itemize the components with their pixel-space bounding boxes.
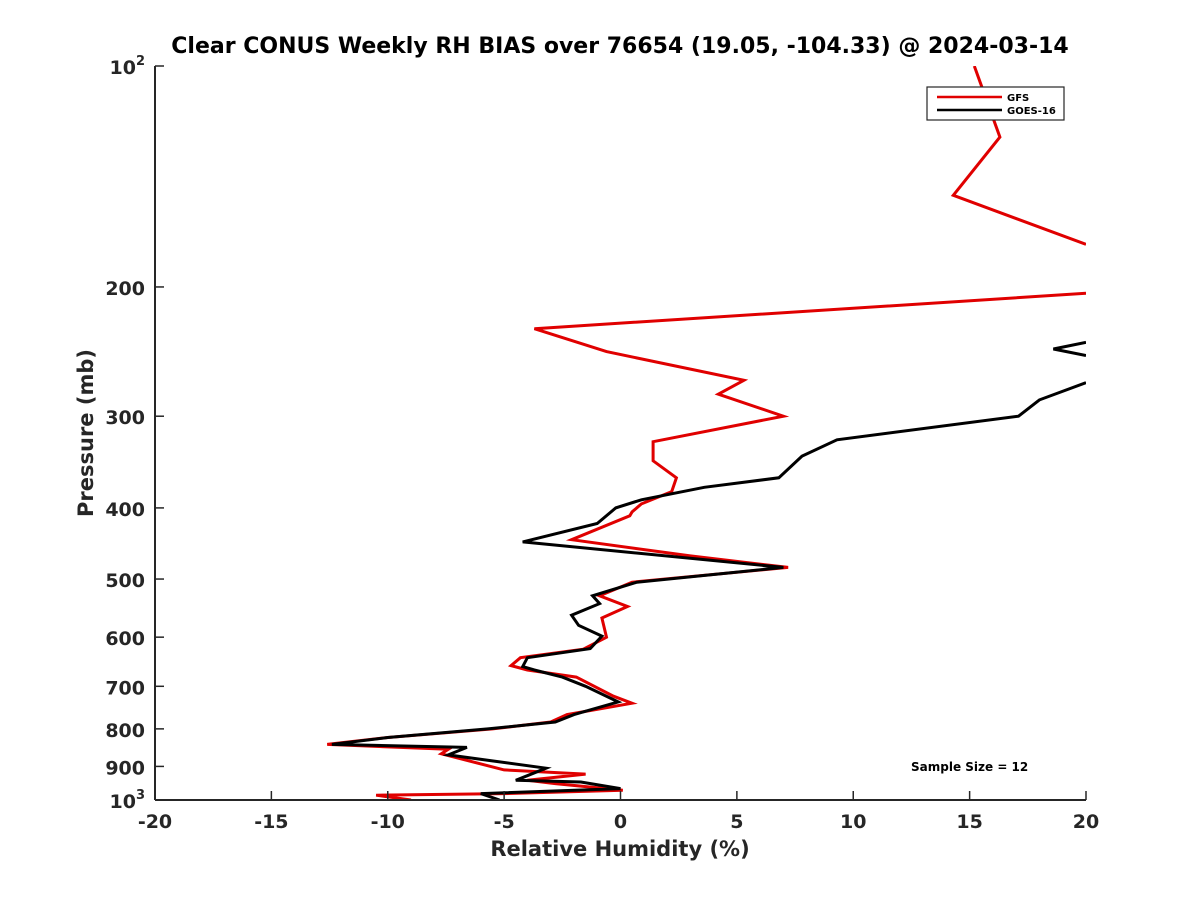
x-tick-label: 0 <box>614 811 627 833</box>
y-tick-label: 200 <box>105 278 145 300</box>
x-tick-label: 15 <box>956 811 982 833</box>
y-tick-label: 700 <box>105 677 145 699</box>
y-tick-label: 800 <box>105 720 145 742</box>
x-tick-label: -10 <box>371 811 405 833</box>
x-tick-label: -5 <box>494 811 515 833</box>
series-line-goes-16 <box>331 340 1086 800</box>
x-tick-label: -15 <box>254 811 288 833</box>
y-tick-label: 900 <box>105 757 145 779</box>
legend-goes16-label: GOES-16 <box>1007 106 1056 117</box>
y-tick-label: 102 <box>110 54 146 79</box>
x-tick-label: 5 <box>730 811 743 833</box>
y-tick-label: 400 <box>105 499 145 521</box>
legend: GFS GOES-16 <box>926 86 1065 121</box>
axes <box>154 66 1086 801</box>
series-layer <box>327 66 1086 800</box>
legend-box <box>926 86 1065 121</box>
legend-gfs-label: GFS <box>1007 93 1029 104</box>
y-tick-label: 103 <box>110 788 146 813</box>
chart-title: Clear CONUS Weekly RH BIAS over 76654 (1… <box>171 34 1068 59</box>
sample-size-annotation: Sample Size = 12 <box>911 760 1028 774</box>
x-axis-title: Relative Humidity (%) <box>490 837 749 861</box>
y-tick-label: 600 <box>105 628 145 650</box>
x-tick-label: 10 <box>840 811 866 833</box>
y-ticks: 102 200 300 400 500 600 700 800 900 103 <box>105 54 164 813</box>
y-axis-title: Pressure (mb) <box>74 349 98 517</box>
x-ticks: -20 -15 -10 -5 0 5 10 15 20 <box>138 791 1099 833</box>
y-tick-label: 300 <box>105 407 145 429</box>
x-tick-label: -20 <box>138 811 172 833</box>
x-tick-label: 20 <box>1073 811 1099 833</box>
series-line-gfs <box>327 66 1086 800</box>
y-tick-label: 500 <box>105 570 145 592</box>
